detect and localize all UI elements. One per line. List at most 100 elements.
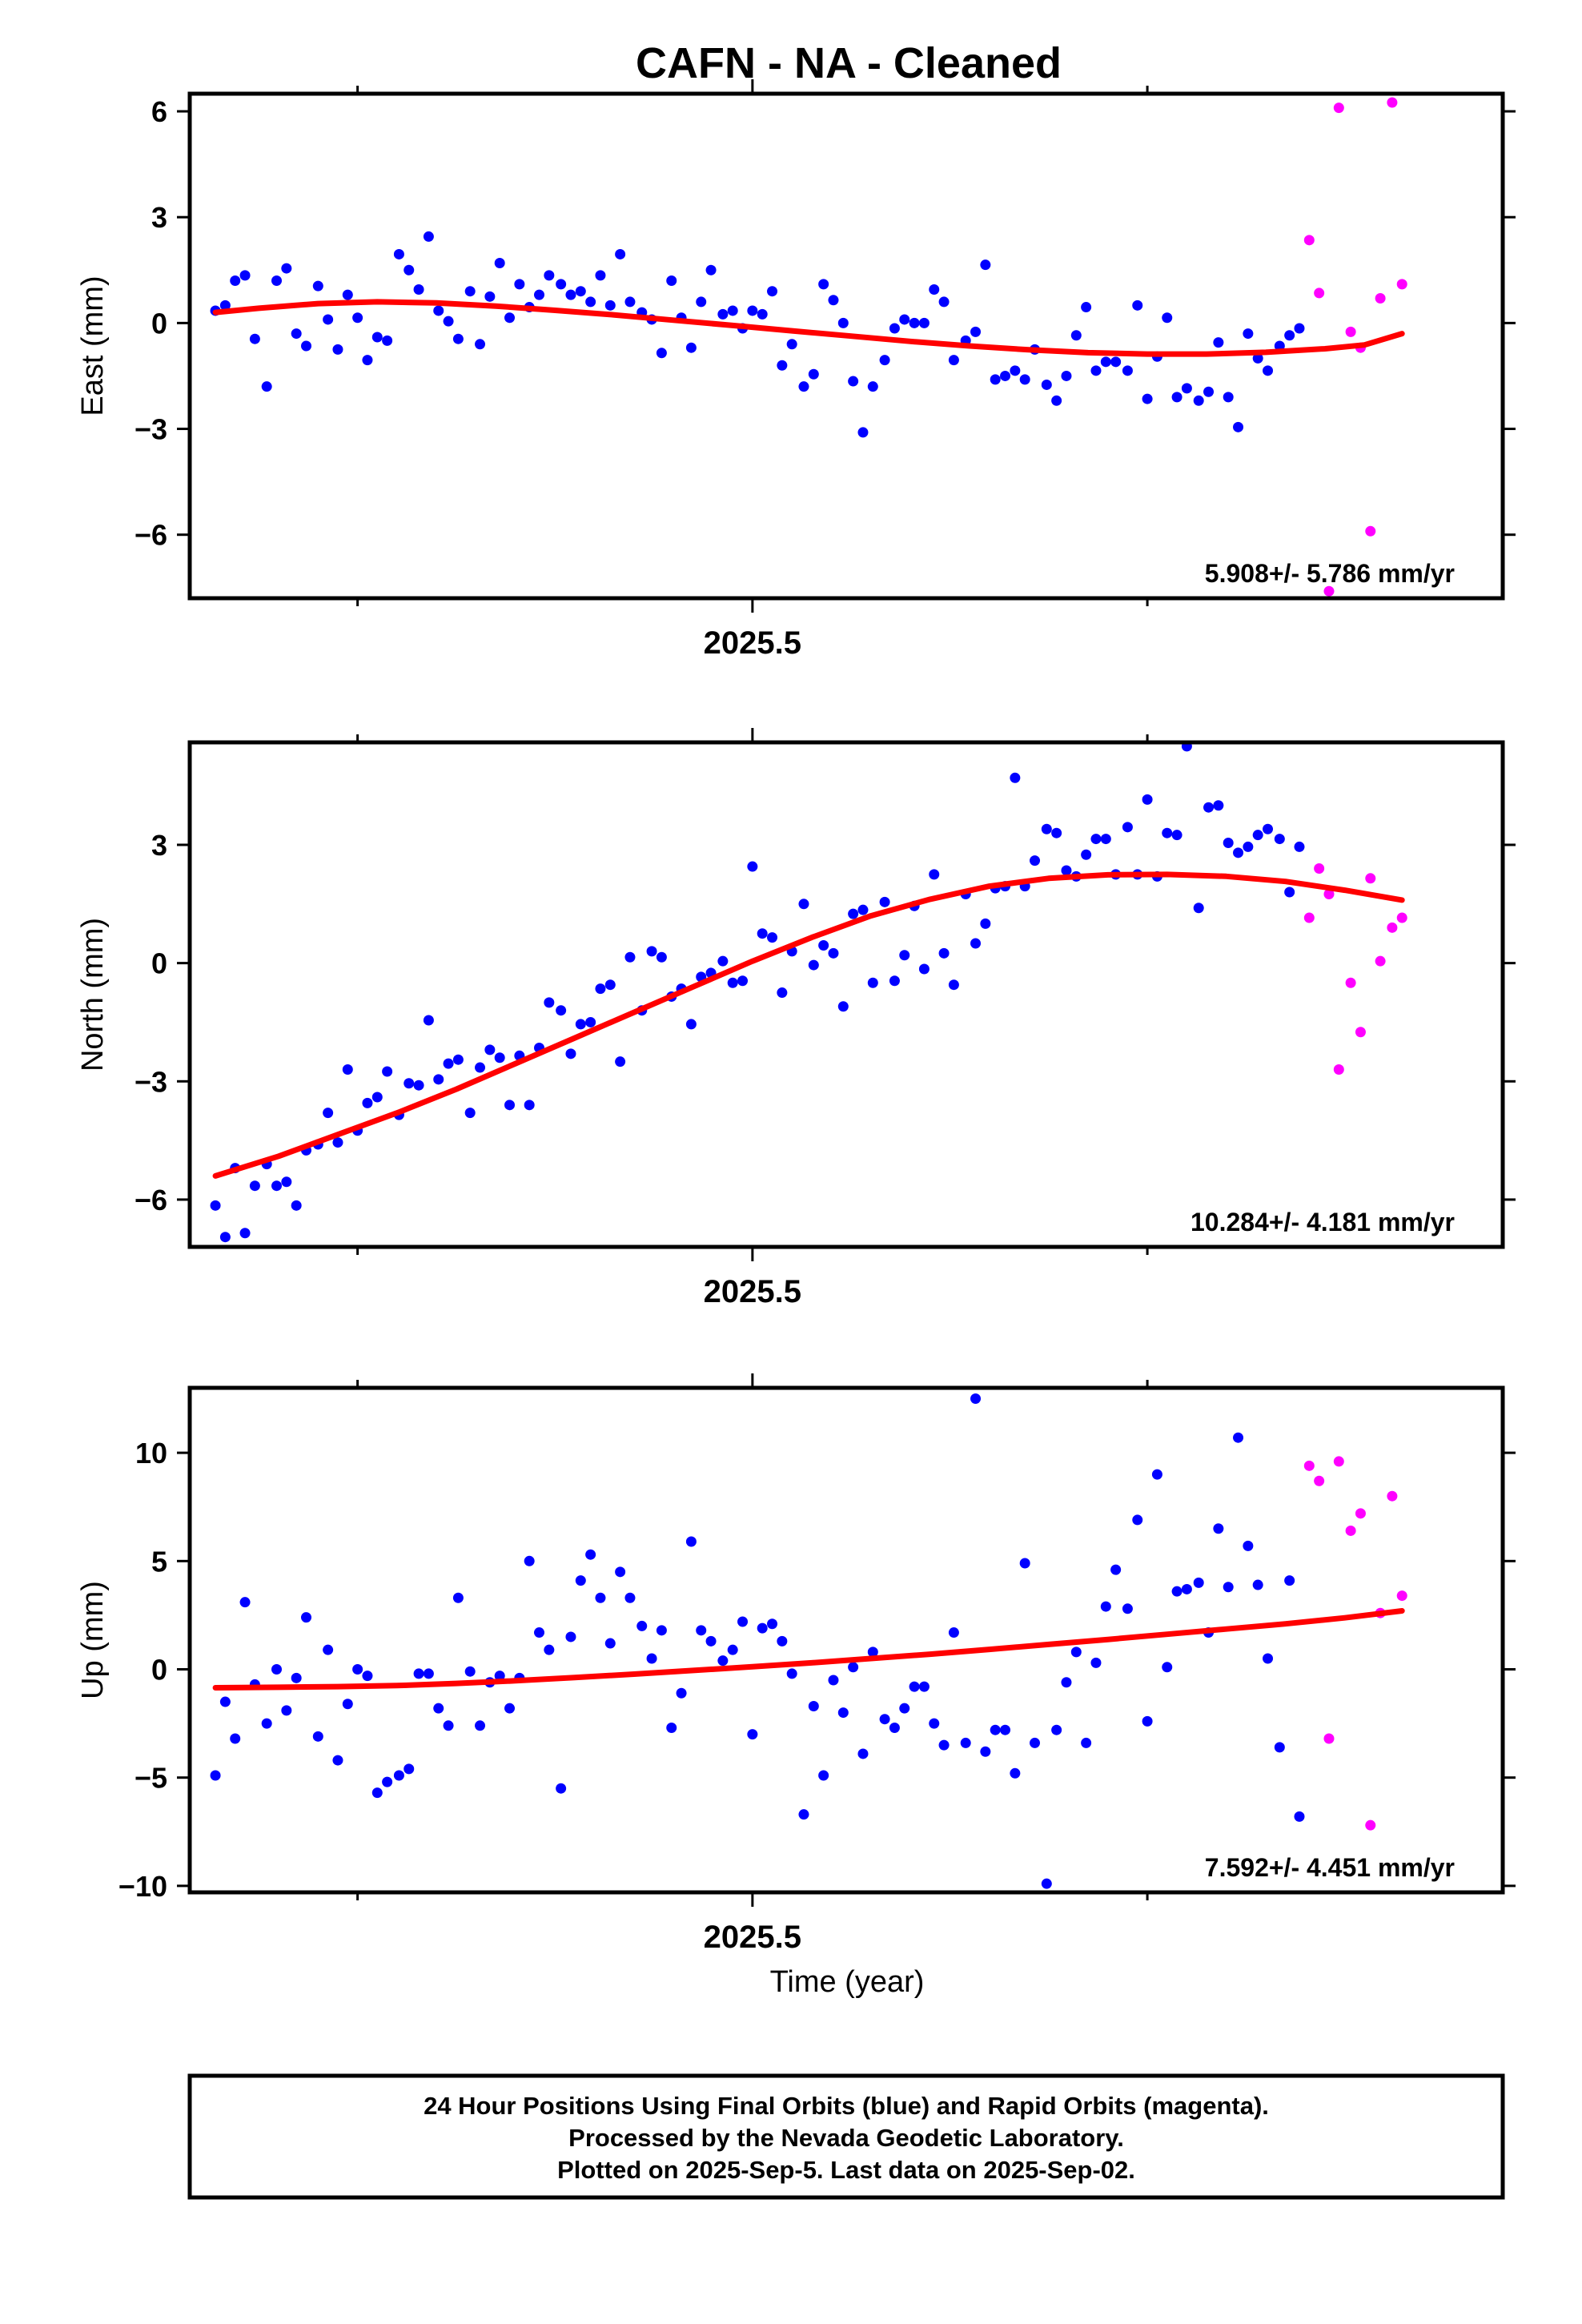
final-orbit-point: [291, 328, 302, 340]
final-orbit-point: [636, 1620, 648, 1631]
final-orbit-point: [323, 314, 334, 325]
final-orbit-point: [1193, 395, 1204, 406]
final-orbit-point: [475, 339, 486, 350]
plot-frame: [187, 1385, 1505, 1895]
final-orbit-point: [747, 861, 758, 872]
final-orbit-point: [980, 259, 991, 271]
final-orbit-point: [938, 947, 950, 959]
final-orbit-point: [1000, 1724, 1011, 1735]
rapid-orbit-point: [1387, 97, 1398, 108]
final-orbit-point: [452, 333, 464, 344]
final-orbit-point: [433, 1703, 444, 1714]
final-orbit-point: [556, 279, 567, 290]
final-orbit-point: [371, 1787, 383, 1799]
final-orbit-point: [615, 248, 626, 259]
final-orbit-point: [798, 899, 809, 910]
final-orbit-point: [899, 950, 910, 961]
footer-line-3: Plotted on 2025-Sep-5. Last data on 2025…: [557, 2156, 1135, 2184]
final-orbit-point: [929, 869, 940, 880]
final-orbit-point: [938, 296, 950, 308]
final-orbit-point: [1162, 1662, 1173, 1673]
final-orbit-point: [960, 1737, 971, 1748]
final-orbit-point: [1203, 386, 1215, 397]
footer-box: 24 Hour Positions Using Final Orbits (bl…: [187, 2073, 1505, 2200]
final-orbit-point: [556, 1005, 567, 1016]
final-orbit-point: [1171, 1586, 1182, 1597]
final-orbit-point: [1010, 1767, 1021, 1779]
final-orbit-point: [777, 987, 788, 999]
final-orbit-point: [1070, 330, 1082, 341]
final-orbit-point: [1041, 1878, 1052, 1889]
panel-east: −6 −3 0 3 6 2025.5 East (mm) 5.908+/- 5.786 mm/…: [76, 79, 1516, 661]
final-orbit-point: [604, 979, 616, 991]
final-orbit-point: [767, 932, 778, 943]
final-orbit-point: [1252, 830, 1263, 841]
final-orbit-point: [727, 305, 738, 316]
rapid-orbit-point: [1365, 525, 1376, 537]
final-orbit-point: [1070, 1647, 1082, 1658]
final-orbit-point: [717, 955, 729, 967]
panel-up: −10 −5 0 5 10 2025.5 Up (mm) 7.592+/- 4.451 mm/…: [76, 1373, 1516, 1955]
final-orbit-point: [747, 305, 758, 316]
final-orbit-point: [1294, 1811, 1305, 1822]
y-tick-label: 0: [151, 947, 167, 980]
final-orbit-point: [544, 997, 555, 1008]
final-orbit-point: [452, 1592, 464, 1603]
final-orbit-point: [1284, 1575, 1295, 1586]
final-orbit-point: [382, 1066, 393, 1077]
final-orbit-point: [1030, 855, 1041, 866]
rapid-orbit-point: [1396, 279, 1407, 290]
final-orbit-point: [371, 332, 383, 343]
final-orbit-point: [332, 1137, 343, 1148]
final-orbit-point: [362, 1097, 373, 1108]
final-orbit-point: [1100, 1601, 1111, 1612]
final-orbit-point: [423, 1015, 434, 1026]
rapid-orbit-point: [1303, 912, 1315, 923]
final-orbit-point: [1284, 887, 1295, 898]
final-orbit-point: [786, 1668, 797, 1679]
final-orbit-point: [696, 296, 707, 308]
final-orbit-point: [685, 1019, 697, 1030]
final-orbit-point: [464, 1666, 476, 1677]
fit-curve: [212, 1608, 1405, 1691]
final-orbit-point: [879, 896, 890, 907]
final-orbit-point: [717, 308, 729, 320]
rapid-orbit-point: [1387, 922, 1398, 933]
final-orbit-point: [342, 1699, 353, 1710]
y-tick-label: 3: [151, 201, 167, 234]
x-tick-label: 2025.5: [704, 625, 801, 661]
final-orbit-point: [1213, 337, 1224, 348]
final-orbit-point: [1019, 1558, 1030, 1569]
final-orbit-point: [281, 1705, 292, 1716]
final-orbit-point: [1041, 823, 1052, 834]
final-orbit-point: [938, 1739, 950, 1751]
final-orbit-point: [1061, 1677, 1072, 1688]
final-orbit-point: [595, 270, 606, 281]
rapid-orbit-point: [1387, 1490, 1398, 1502]
final-orbit-point: [1090, 834, 1102, 845]
x-tick-label: 2025.5: [704, 1920, 801, 1955]
final-orbit-point: [1181, 1583, 1192, 1594]
final-orbit-point: [219, 1696, 231, 1707]
final-orbit-point: [1100, 834, 1111, 845]
final-orbit-point: [666, 275, 677, 286]
x-axis-label: Time (year): [770, 1965, 925, 1999]
final-orbit-point: [413, 1668, 424, 1679]
y-tick-label: −6: [135, 1184, 167, 1216]
final-orbit-point: [656, 348, 667, 359]
final-orbit-point: [301, 1612, 312, 1623]
final-orbit-point: [777, 1635, 788, 1647]
final-orbit-point: [857, 427, 869, 438]
final-orbit-point: [565, 289, 576, 300]
final-orbit-point: [271, 1180, 283, 1192]
final-orbit-point: [249, 333, 260, 344]
rapid-orbit-point: [1396, 1590, 1407, 1602]
final-orbit-point: [382, 335, 393, 346]
final-orbit-point: [443, 1720, 454, 1731]
final-orbit-point: [332, 1755, 343, 1766]
final-orbit-point: [1274, 834, 1285, 845]
final-orbit-point: [1122, 822, 1133, 833]
final-orbit-point: [575, 1019, 586, 1030]
rapid-orbit-point: [1345, 1525, 1356, 1536]
